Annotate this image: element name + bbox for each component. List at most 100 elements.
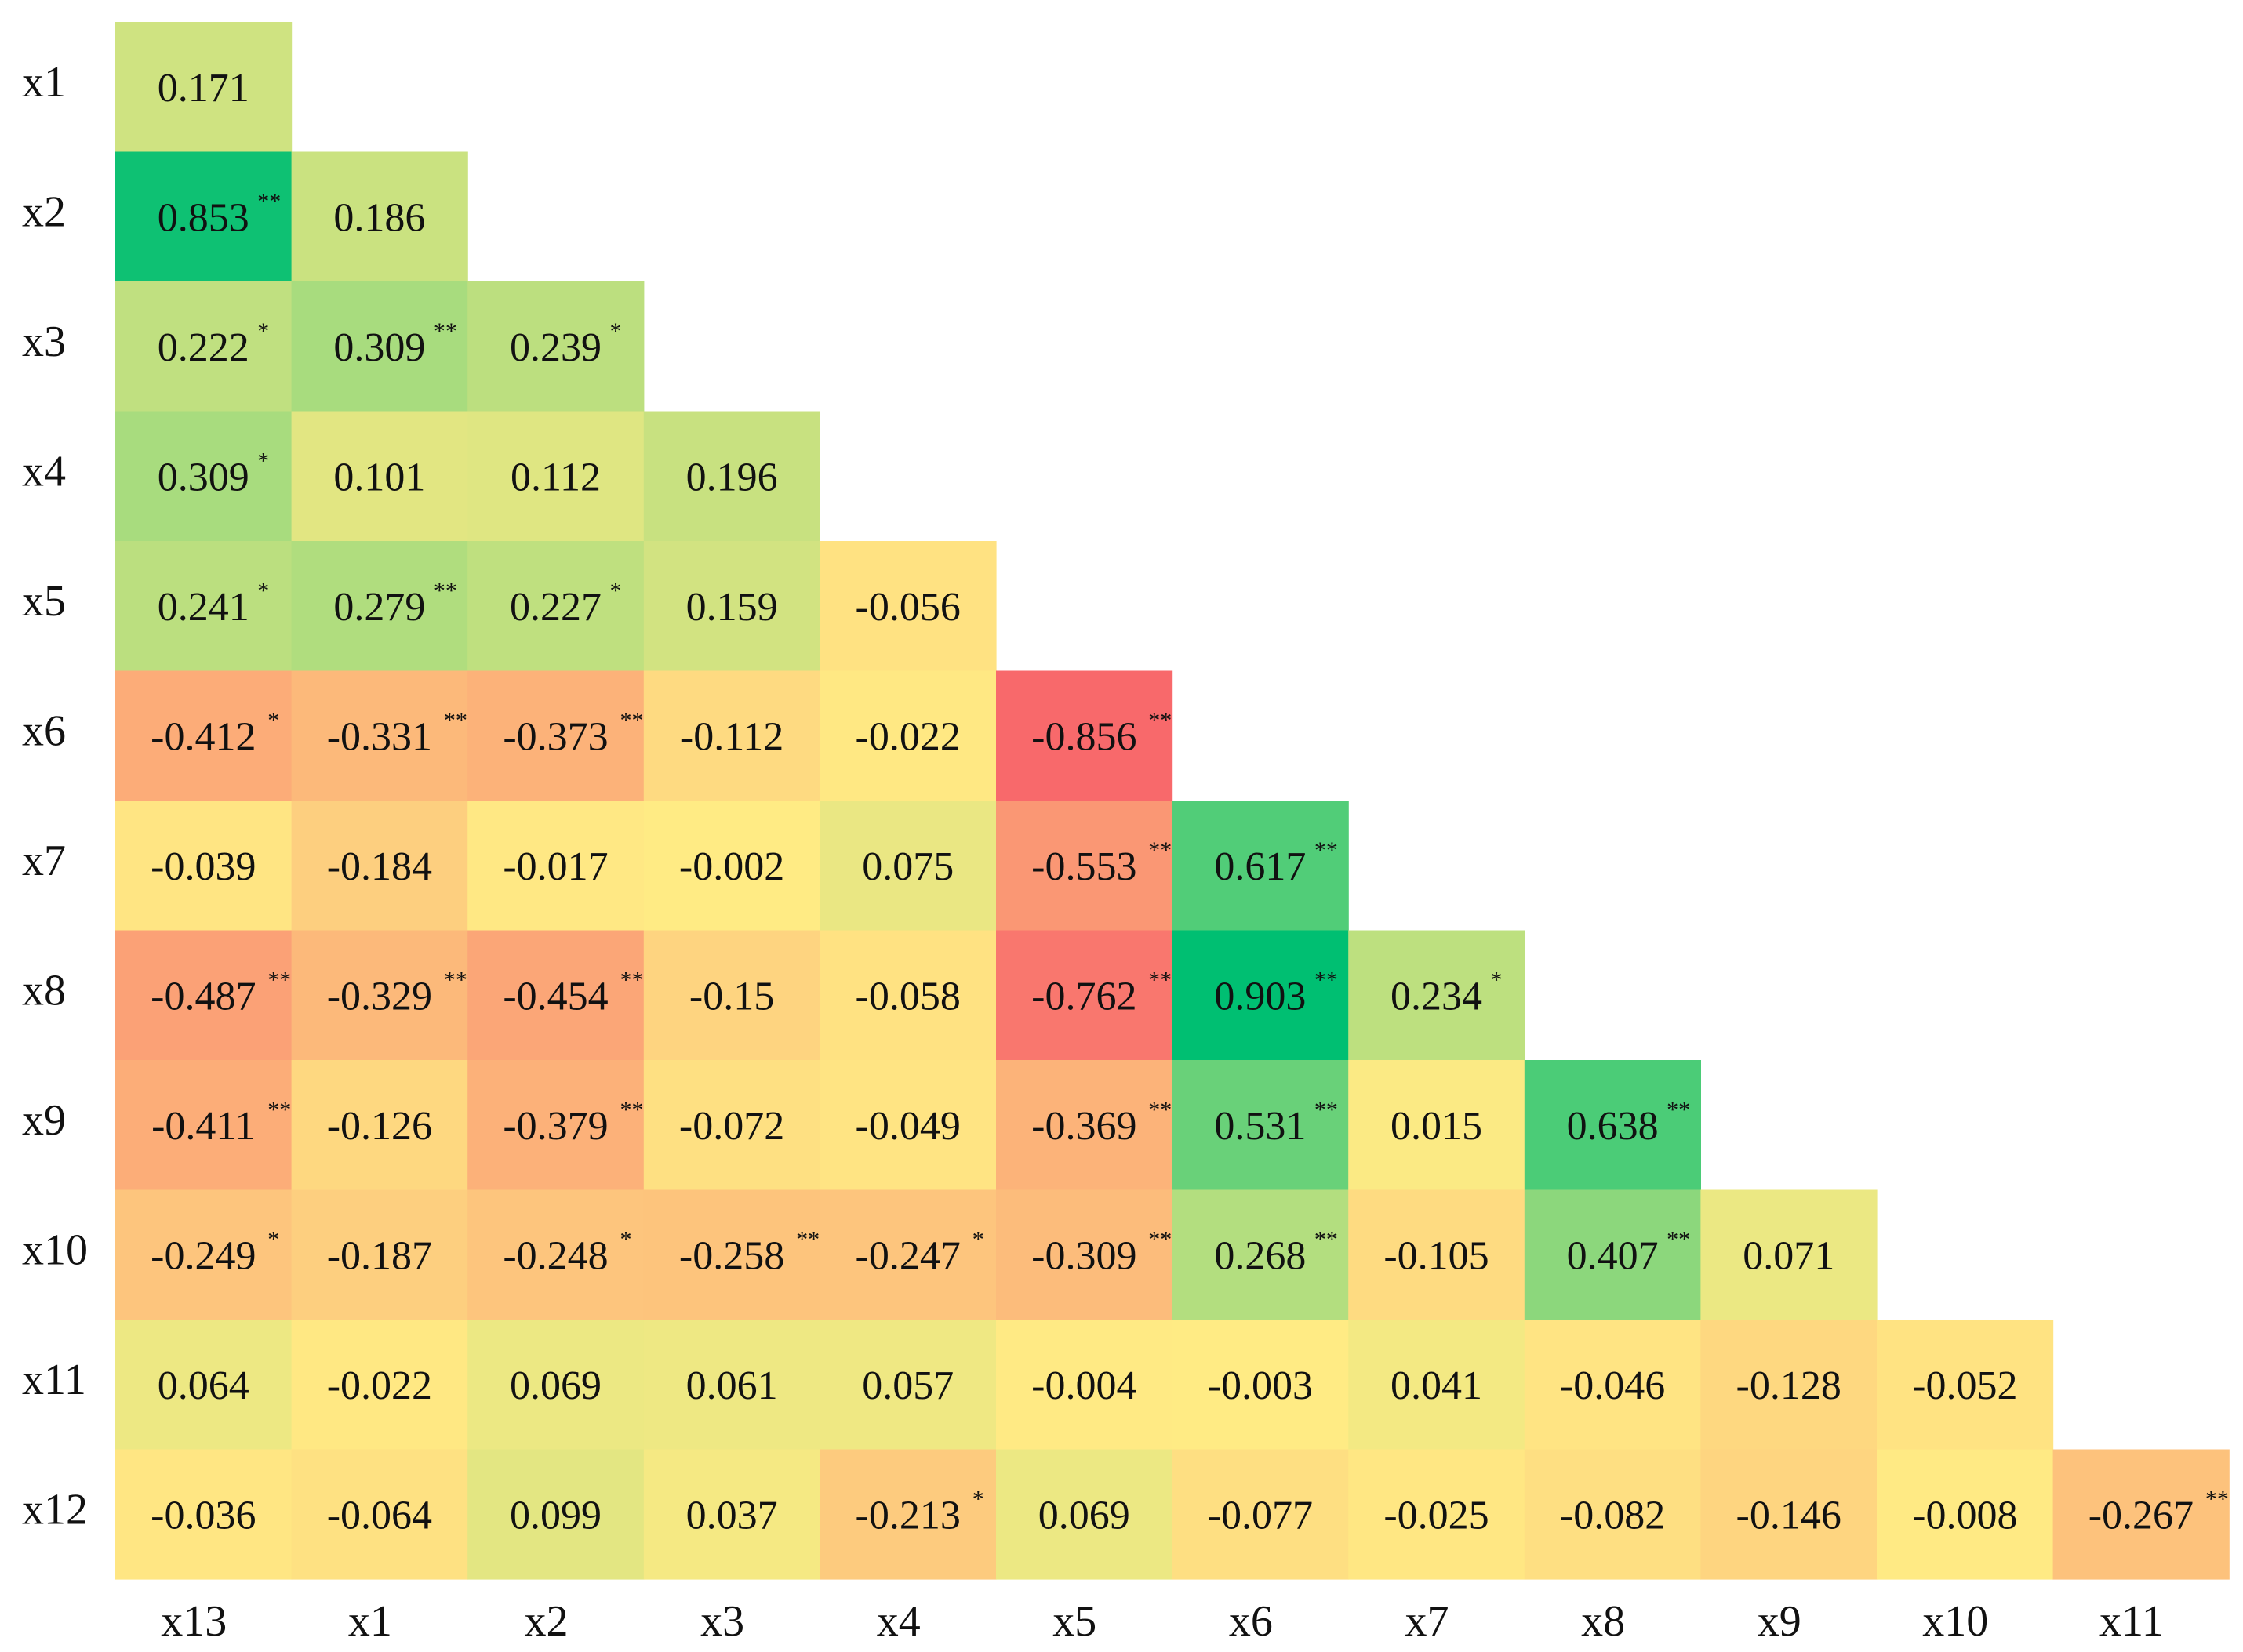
row-label-x6: x6	[22, 706, 66, 755]
cell-value-label: 0.112	[511, 455, 601, 499]
heatmap-cell-x11-x8	[1524, 1320, 1701, 1450]
row-label-x12: x12	[22, 1485, 88, 1534]
cell-value-label: -0.112	[680, 714, 783, 759]
cell-value-label: 0.061	[686, 1363, 778, 1408]
cell-value-label: 0.101	[333, 455, 425, 499]
significance-marker: **	[444, 707, 467, 733]
cell-value-label: -0.331	[327, 714, 432, 759]
column-label-x7: x7	[1405, 1597, 1449, 1646]
significance-marker: *	[972, 1226, 984, 1252]
column-label-x6: x6	[1229, 1597, 1273, 1646]
heatmap-cell-x9-x7	[1348, 1060, 1525, 1191]
cell-value-label: 0.309	[333, 325, 425, 370]
heatmap-cell-x11-x3	[643, 1320, 820, 1450]
heatmap-cell-x10-x2	[467, 1189, 645, 1320]
significance-marker: **	[1148, 1097, 1172, 1123]
heatmap-cell-x6-x1	[291, 670, 468, 801]
heatmap-cell-x5-x1	[291, 541, 468, 672]
column-label-x10: x10	[1922, 1597, 1988, 1646]
heatmap-cell-x12-x11	[2052, 1449, 2230, 1580]
heatmap-cell-x9-x8	[1524, 1060, 1701, 1191]
significance-marker: **	[257, 188, 281, 214]
cell-value-label: -0.008	[1912, 1493, 2017, 1538]
heatmap-cell-x6-x13	[115, 670, 293, 801]
cell-value-label: -0.454	[503, 974, 608, 1018]
heatmap-cell-x7-x6	[1172, 801, 1349, 931]
cell-value-label: -0.017	[503, 844, 608, 889]
cell-value-label: 0.617	[1214, 844, 1306, 889]
cell-value-label: 0.407	[1567, 1233, 1659, 1278]
cell-value-label: -0.049	[856, 1104, 961, 1149]
heatmap-cell-x12-x5	[996, 1449, 1173, 1580]
cell-value-label: -0.248	[503, 1233, 608, 1278]
significance-marker: **	[1148, 1226, 1172, 1252]
cell-value-label: 0.069	[1038, 1493, 1130, 1538]
row-label-x7: x7	[22, 837, 66, 885]
significance-marker: *	[610, 318, 622, 344]
cell-value-label: 0.015	[1391, 1104, 1482, 1149]
significance-marker: **	[620, 1097, 644, 1123]
cell-value-label: -0.267	[2088, 1493, 2194, 1538]
heatmap-cell-x6-x2	[467, 670, 645, 801]
heatmap-cell-x4-x1	[291, 411, 468, 542]
cell-value-label: -0.329	[327, 974, 432, 1018]
cell-value-label: 0.057	[862, 1363, 954, 1408]
heatmap-cell-x2-x13	[115, 151, 293, 282]
cell-value-label: -0.309	[1031, 1233, 1136, 1278]
cell-value-label: -0.039	[151, 844, 256, 889]
significance-marker: **	[620, 967, 644, 993]
cell-value-label: -0.105	[1383, 1233, 1489, 1278]
heatmap-cell-x10-x5	[996, 1189, 1173, 1320]
cell-value-label: -0.762	[1031, 974, 1136, 1018]
heatmap-cell-x10-x13	[115, 1189, 293, 1320]
cell-value-label: -0.258	[679, 1233, 784, 1278]
heatmap-cell-x11-x9	[1700, 1320, 1878, 1450]
cell-value-label: -0.004	[1031, 1363, 1136, 1408]
cell-value-label: -0.022	[327, 1363, 432, 1408]
heatmap-cell-x6-x5	[996, 670, 1173, 801]
cell-value-label: -0.213	[856, 1493, 961, 1538]
cell-value-label: 0.075	[862, 844, 954, 889]
heatmap-cell-x9-x13	[115, 1060, 293, 1191]
significance-marker: **	[1314, 1226, 1338, 1252]
cell-value-label: -0.064	[327, 1493, 432, 1538]
heatmap-cell-x10-x1	[291, 1189, 468, 1320]
cell-value-label: -0.046	[1560, 1363, 1665, 1408]
heatmap-cell-x11-x10	[1877, 1320, 2054, 1450]
heatmap-cell-x4-x3	[643, 411, 820, 542]
cell-value-label: -0.487	[151, 974, 256, 1018]
column-label-x9: x9	[1758, 1597, 1801, 1646]
cell-value-label: 0.279	[333, 585, 425, 630]
cell-value-label: -0.373	[503, 714, 608, 759]
cell-value-label: -0.187	[327, 1233, 432, 1278]
cell-value-label: 0.241	[158, 585, 249, 630]
heatmap-cell-x12-x2	[467, 1449, 645, 1580]
column-label-x11: x11	[2099, 1597, 2164, 1646]
heatmap-cell-x5-x2	[467, 541, 645, 672]
heatmap-cell-x11-x5	[996, 1320, 1173, 1450]
heatmap-cell-x12-x9	[1700, 1449, 1878, 1580]
cell-value-label: 0.171	[158, 66, 249, 111]
heatmap-cell-x9-x2	[467, 1060, 645, 1191]
cell-value-label: -0.036	[151, 1493, 256, 1538]
heatmap-cell-x10-x9	[1700, 1189, 1878, 1320]
heatmap-cell-x9-x5	[996, 1060, 1173, 1191]
heatmap-cell-x7-x3	[643, 801, 820, 931]
significance-marker: *	[610, 578, 622, 604]
heatmap-cell-x11-x13	[115, 1320, 293, 1450]
heatmap-cell-x7-x5	[996, 801, 1173, 931]
significance-marker: **	[444, 967, 467, 993]
column-label-x3: x3	[700, 1597, 744, 1646]
cell-value-label: 0.159	[686, 585, 778, 630]
cell-value-label: -0.369	[1031, 1104, 1136, 1149]
cell-value-label: -0.058	[856, 974, 961, 1018]
heatmap-cell-x3-x2	[467, 281, 645, 412]
significance-marker: **	[1148, 707, 1172, 733]
cell-value-label: -0.126	[327, 1104, 432, 1149]
heatmap-cell-x8-x7	[1348, 930, 1525, 1061]
heatmap-cell-x12-x4	[820, 1449, 997, 1580]
column-label-x13: x13	[161, 1597, 227, 1646]
cell-value-label: 0.099	[510, 1493, 602, 1538]
heatmap-cell-x8-x6	[1172, 930, 1349, 1061]
